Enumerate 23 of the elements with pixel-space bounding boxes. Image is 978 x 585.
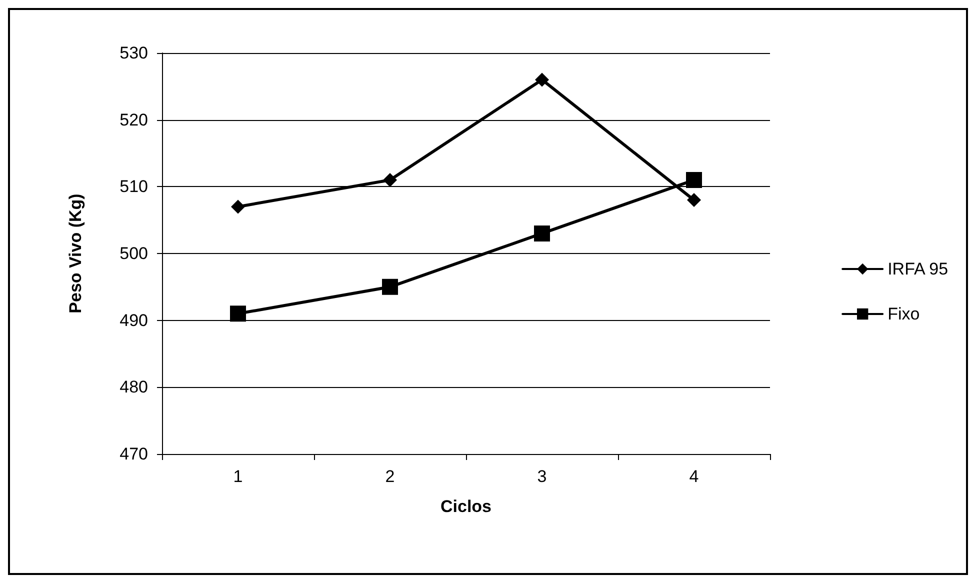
point — [686, 172, 702, 188]
x-tick-label: 4 — [689, 467, 699, 486]
x-tick-label: 3 — [537, 467, 547, 486]
legend-label: IRFA 95 — [888, 260, 948, 278]
point — [382, 278, 398, 295]
y-tick-label: 490 — [120, 310, 148, 330]
point — [534, 225, 550, 242]
y-tick-label: 480 — [120, 378, 148, 397]
point — [231, 200, 245, 214]
x-tick-label: 2 — [385, 467, 395, 486]
point — [535, 72, 549, 87]
y-tick-label: 510 — [120, 177, 148, 196]
legend-label: Fixo — [888, 304, 920, 324]
x-tick-label: 1 — [233, 467, 243, 486]
y-axis-title: Peso Vivo (Kg) — [66, 194, 85, 314]
x-axis-title: Ciclos — [440, 497, 492, 516]
point — [230, 306, 246, 322]
point — [687, 193, 701, 208]
y-tick-label: 470 — [120, 444, 148, 464]
y-tick-label: 530 — [120, 44, 148, 62]
y-tick-label: 520 — [120, 110, 148, 130]
point — [383, 172, 397, 187]
y-tick-label: 500 — [120, 244, 148, 263]
